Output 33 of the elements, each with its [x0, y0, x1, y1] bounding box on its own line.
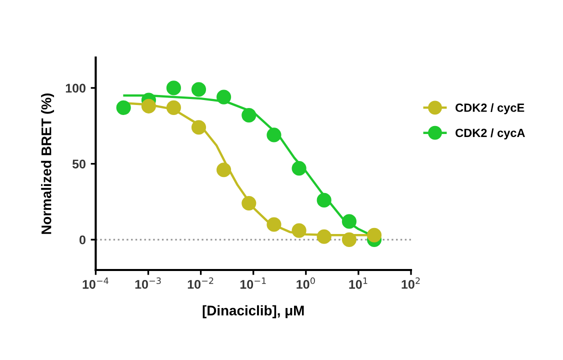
- point: [191, 120, 206, 135]
- point: [242, 108, 256, 123]
- x-tick-label: 10$^{2}$: [402, 277, 420, 289]
- y-tick-label: 100: [66, 84, 86, 93]
- point: [141, 98, 156, 114]
- point: [242, 196, 256, 211]
- y-tick-label: 50: [72, 160, 86, 168]
- x-tick-label: 10$^{−1}$: [240, 278, 266, 289]
- x-axis-title: [Dinaciclib], μM: [202, 305, 304, 318]
- point: [316, 192, 332, 208]
- y-axis-title: Normalized BRET (%): [41, 93, 54, 234]
- point: [266, 128, 282, 142]
- point: [266, 217, 282, 232]
- point: [342, 232, 356, 247]
- point: [216, 162, 232, 178]
- point: [366, 228, 382, 242]
- x-tick-label: 10$^{1}$: [349, 278, 368, 289]
- point: [342, 214, 356, 229]
- legend-label: CDK2 / cycE: [456, 103, 524, 114]
- x-tick-label: 10$^{−4}$: [82, 278, 108, 289]
- y-tick-label: 0: [80, 235, 86, 244]
- point: [316, 229, 332, 244]
- legend-label: CDK2 / cycA: [456, 128, 525, 140]
- x-tick-label: 10$^{−3}$: [135, 277, 161, 289]
- point: [191, 82, 206, 97]
- x-tick-label: 10$^{0}$: [296, 277, 315, 289]
- point: [166, 100, 181, 115]
- point: [292, 223, 306, 238]
- point: [216, 90, 232, 104]
- point: [116, 100, 131, 115]
- point: [166, 80, 181, 96]
- point: [292, 161, 306, 176]
- x-tick-label: 10$^{−2}$: [188, 277, 214, 289]
